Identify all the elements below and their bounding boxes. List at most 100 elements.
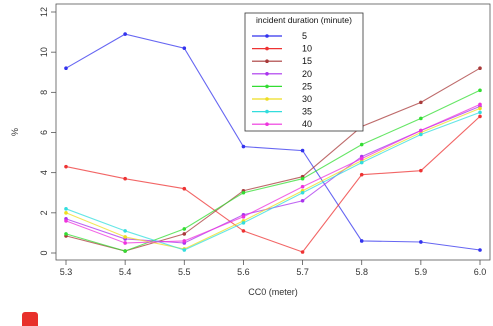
data-point — [419, 116, 423, 121]
data-point — [300, 184, 305, 189]
data-point — [359, 142, 364, 147]
series-25 — [64, 88, 482, 253]
y-tick-label: 4 — [39, 170, 49, 175]
data-point — [64, 211, 68, 215]
series-line — [65, 111, 481, 251]
data-point — [300, 176, 305, 181]
data-point — [182, 232, 187, 236]
legend-marker — [265, 34, 269, 38]
data-point — [64, 219, 68, 223]
legend-entry: 30 — [252, 94, 312, 104]
x-tick-label: 5.8 — [355, 267, 368, 277]
legend-entry: 25 — [252, 81, 312, 91]
legend-entry: 5 — [252, 31, 307, 41]
data-point — [478, 66, 482, 71]
legend-entries: 5 10 15 20 25 30 35 40 — [252, 31, 312, 129]
legend-entry: 20 — [252, 69, 312, 79]
data-point — [359, 160, 364, 165]
data-point — [419, 168, 423, 173]
y-axis: 0 2 4 6 8 10 12 — [39, 7, 56, 256]
y-tick-label: 0 — [39, 250, 49, 255]
plot-frame — [55, 3, 491, 261]
x-axis: 5.3 5.4 5.5 5.6 5.7 5.8 5.9 6.0 — [60, 260, 487, 277]
legend-entry: 35 — [252, 107, 312, 117]
legend-label: 35 — [302, 107, 312, 117]
data-point — [478, 114, 482, 119]
legend-title: incident duration (minute) — [256, 15, 352, 25]
data-point — [241, 215, 246, 219]
legend-entry: 15 — [252, 56, 312, 66]
data-point — [123, 235, 127, 239]
legend-marker — [265, 97, 269, 101]
x-tick-label: 5.5 — [178, 267, 191, 277]
data-point — [182, 227, 187, 231]
x-tick-label: 5.4 — [119, 267, 132, 277]
data-point — [478, 88, 482, 93]
series-layer — [64, 32, 482, 254]
legend-marker — [265, 109, 269, 114]
data-point — [123, 176, 127, 181]
series-line — [65, 107, 481, 250]
data-point — [419, 240, 423, 244]
legend-label: 25 — [302, 81, 312, 91]
data-point — [419, 128, 423, 133]
data-point — [123, 249, 127, 253]
data-point — [300, 250, 305, 254]
data-point — [419, 132, 423, 137]
legend-marker — [265, 72, 269, 76]
series-line — [65, 89, 481, 252]
series-5 — [64, 32, 482, 252]
data-point — [241, 229, 246, 233]
data-point — [419, 100, 423, 105]
legend-label: 20 — [302, 69, 312, 79]
legend-label: 5 — [302, 31, 307, 41]
data-point — [64, 164, 68, 169]
y-tick-label: 10 — [39, 47, 49, 57]
data-point — [64, 207, 68, 211]
series-line — [65, 115, 481, 253]
data-point — [64, 66, 68, 71]
legend-label: 40 — [302, 119, 312, 129]
data-point — [182, 248, 187, 252]
data-point — [300, 198, 305, 203]
data-point — [182, 46, 187, 50]
y-tick-label: 12 — [39, 7, 49, 17]
y-axis-title: % — [10, 128, 20, 136]
data-point — [241, 221, 246, 225]
series-line — [65, 67, 481, 252]
legend-marker — [265, 122, 269, 126]
legend-label: 30 — [302, 94, 312, 104]
data-point — [182, 239, 187, 243]
data-point — [182, 186, 187, 191]
x-tick-label: 5.9 — [415, 267, 428, 277]
y-tick-label: 2 — [39, 210, 49, 215]
data-point — [359, 156, 364, 161]
series-35 — [64, 110, 482, 252]
series-10 — [64, 114, 482, 254]
legend-label: 10 — [302, 44, 312, 54]
legend-entry: 10 — [252, 44, 312, 54]
data-point — [478, 102, 482, 107]
y-tick-label: 8 — [39, 90, 49, 95]
data-point — [478, 248, 482, 252]
x-tick-label: 5.3 — [60, 267, 73, 277]
x-tick-label: 5.6 — [237, 267, 250, 277]
data-point — [123, 32, 127, 36]
data-point — [478, 106, 482, 111]
data-point — [123, 229, 127, 233]
x-tick-label: 5.7 — [296, 267, 309, 277]
data-point — [300, 190, 305, 195]
data-point — [241, 144, 246, 149]
x-axis-title: CC0 (meter) — [248, 287, 298, 297]
data-point — [478, 110, 482, 115]
series-line — [65, 103, 481, 244]
x-tick-label: 6.0 — [474, 267, 487, 277]
data-point — [241, 190, 246, 195]
y-tick-label: 6 — [39, 130, 49, 135]
series-line — [65, 33, 481, 251]
data-point — [300, 148, 305, 153]
legend-marker — [265, 46, 269, 51]
data-point — [123, 241, 127, 245]
legend-marker — [265, 84, 269, 89]
